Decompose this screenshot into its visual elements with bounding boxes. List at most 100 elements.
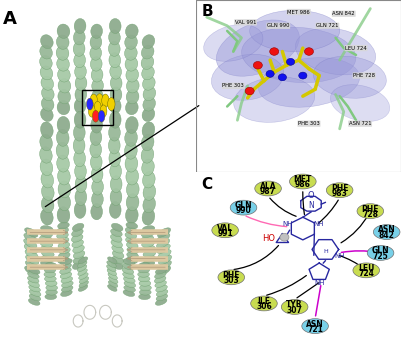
Ellipse shape — [126, 78, 139, 93]
Ellipse shape — [142, 240, 154, 247]
Ellipse shape — [230, 200, 257, 215]
Ellipse shape — [155, 267, 167, 274]
Ellipse shape — [91, 191, 103, 208]
Text: 986: 986 — [295, 180, 311, 189]
Ellipse shape — [73, 251, 85, 259]
Ellipse shape — [126, 222, 138, 229]
Text: 987: 987 — [260, 187, 276, 196]
Ellipse shape — [140, 285, 151, 291]
Ellipse shape — [357, 204, 384, 219]
Ellipse shape — [56, 46, 69, 60]
Ellipse shape — [73, 41, 85, 56]
Ellipse shape — [75, 188, 87, 205]
Ellipse shape — [92, 79, 103, 93]
Ellipse shape — [126, 237, 137, 244]
Ellipse shape — [74, 111, 86, 128]
Ellipse shape — [79, 277, 89, 283]
Ellipse shape — [110, 64, 122, 79]
Ellipse shape — [218, 270, 245, 285]
Ellipse shape — [258, 58, 360, 107]
Ellipse shape — [77, 265, 87, 272]
Ellipse shape — [107, 269, 117, 276]
Ellipse shape — [353, 263, 379, 278]
Ellipse shape — [57, 24, 70, 39]
Ellipse shape — [72, 262, 84, 269]
Text: A: A — [3, 10, 17, 28]
Ellipse shape — [107, 257, 117, 264]
Ellipse shape — [326, 183, 353, 198]
Ellipse shape — [127, 252, 138, 259]
Text: ASN 842: ASN 842 — [332, 11, 355, 16]
Ellipse shape — [73, 137, 85, 154]
Ellipse shape — [250, 10, 340, 51]
Ellipse shape — [91, 68, 103, 82]
Ellipse shape — [142, 76, 155, 90]
Bar — [82, 90, 113, 125]
Ellipse shape — [61, 259, 72, 265]
Ellipse shape — [141, 56, 154, 69]
Ellipse shape — [58, 168, 70, 185]
Ellipse shape — [204, 25, 263, 61]
Ellipse shape — [109, 150, 121, 167]
Circle shape — [90, 94, 97, 107]
Ellipse shape — [143, 255, 156, 262]
Ellipse shape — [143, 196, 156, 213]
Ellipse shape — [24, 239, 37, 248]
Circle shape — [87, 98, 93, 110]
Ellipse shape — [142, 35, 155, 49]
Ellipse shape — [126, 100, 138, 115]
Ellipse shape — [110, 234, 122, 242]
Ellipse shape — [57, 117, 70, 133]
Ellipse shape — [28, 272, 39, 279]
Ellipse shape — [142, 66, 154, 80]
Text: 728: 728 — [363, 210, 378, 219]
Ellipse shape — [125, 57, 138, 71]
Ellipse shape — [29, 285, 41, 292]
Text: PHE 303: PHE 303 — [223, 83, 244, 88]
Ellipse shape — [110, 163, 122, 180]
Ellipse shape — [90, 35, 102, 49]
Ellipse shape — [57, 237, 69, 244]
Ellipse shape — [109, 277, 118, 283]
Text: GLN: GLN — [235, 201, 252, 210]
Ellipse shape — [126, 207, 138, 223]
Text: PHE: PHE — [223, 271, 240, 280]
Ellipse shape — [29, 294, 41, 301]
Ellipse shape — [28, 267, 40, 274]
Ellipse shape — [57, 227, 69, 234]
Ellipse shape — [141, 236, 154, 242]
Circle shape — [280, 234, 289, 241]
Ellipse shape — [41, 76, 54, 90]
Text: VAL 991: VAL 991 — [235, 20, 256, 25]
Ellipse shape — [125, 227, 137, 234]
Circle shape — [253, 61, 262, 69]
Ellipse shape — [73, 256, 85, 264]
Text: NH: NH — [334, 253, 345, 260]
Ellipse shape — [251, 296, 277, 311]
Ellipse shape — [91, 24, 103, 39]
Text: 303: 303 — [223, 276, 239, 285]
Ellipse shape — [157, 244, 170, 254]
Ellipse shape — [25, 249, 38, 259]
Ellipse shape — [142, 159, 154, 176]
Text: H: H — [323, 249, 328, 254]
Ellipse shape — [143, 97, 156, 111]
Ellipse shape — [78, 285, 88, 291]
Ellipse shape — [57, 35, 69, 49]
Ellipse shape — [142, 108, 155, 121]
Text: MET 986: MET 986 — [288, 9, 310, 15]
Text: 724: 724 — [358, 269, 374, 278]
Ellipse shape — [27, 276, 39, 283]
Ellipse shape — [126, 194, 139, 211]
Ellipse shape — [91, 166, 103, 183]
Ellipse shape — [157, 233, 170, 243]
Ellipse shape — [367, 246, 394, 260]
Ellipse shape — [77, 261, 87, 268]
Ellipse shape — [24, 244, 37, 254]
Ellipse shape — [72, 240, 83, 248]
Ellipse shape — [107, 265, 116, 272]
Ellipse shape — [61, 290, 72, 296]
Text: O: O — [308, 191, 314, 200]
Ellipse shape — [108, 273, 117, 279]
Ellipse shape — [75, 64, 86, 79]
